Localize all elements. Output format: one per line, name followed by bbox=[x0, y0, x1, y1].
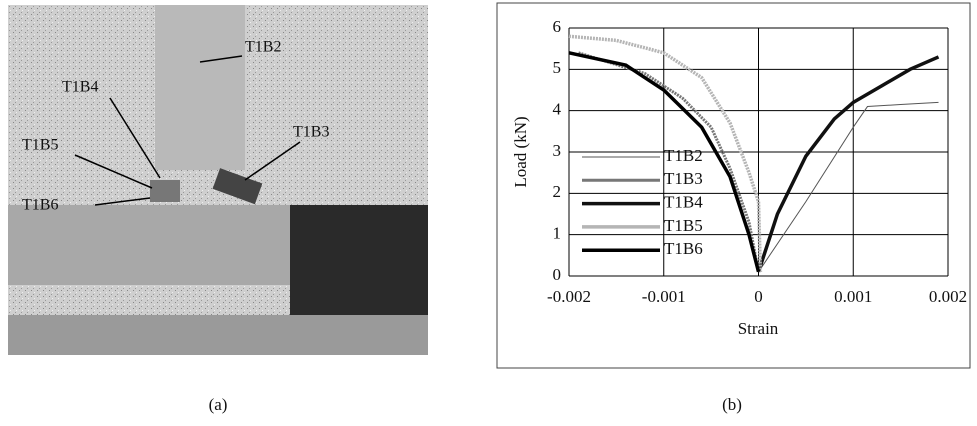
photo-label: T1B4 bbox=[62, 79, 98, 96]
y-tick-label: 3 bbox=[553, 141, 562, 160]
legend-label: T1B5 bbox=[664, 216, 703, 235]
photo-label: T1B6 bbox=[22, 197, 58, 214]
photo-label: T1B5 bbox=[22, 137, 58, 154]
leader-lines bbox=[74, 55, 301, 206]
gauge bbox=[150, 180, 180, 202]
series-line bbox=[568, 51, 761, 273]
x-tick-label: 0.002 bbox=[929, 287, 967, 306]
caption: (b) bbox=[722, 395, 742, 414]
caption: (a) bbox=[209, 395, 228, 414]
x-tick-label: -0.002 bbox=[547, 287, 591, 306]
photo bbox=[8, 5, 428, 355]
y-tick-label: 4 bbox=[553, 100, 562, 119]
legend-label: T1B3 bbox=[664, 169, 703, 188]
dark-block bbox=[290, 205, 428, 315]
legend-label: T1B4 bbox=[664, 193, 703, 212]
y-tick-label: 2 bbox=[553, 182, 562, 201]
x-axis-title: Strain bbox=[738, 319, 779, 338]
y-tick-label: 0 bbox=[553, 265, 562, 284]
chart-frame bbox=[496, 2, 971, 369]
legend-label: T1B2 bbox=[664, 146, 703, 165]
y-tick-label: 5 bbox=[553, 58, 562, 77]
gauge bbox=[212, 168, 263, 205]
series-line bbox=[756, 55, 940, 273]
y-tick-label: 6 bbox=[553, 17, 562, 36]
photo-label: T1B2 bbox=[245, 39, 281, 56]
y-axis-title: Load (kN) bbox=[511, 116, 530, 187]
series-line bbox=[568, 34, 763, 272]
legend-label: T1B6 bbox=[664, 239, 703, 258]
x-tick-label: 0 bbox=[754, 287, 763, 306]
column bbox=[155, 5, 245, 170]
series-line bbox=[578, 51, 760, 273]
x-tick-label: -0.001 bbox=[642, 287, 686, 306]
x-tick-label: 0.001 bbox=[834, 287, 872, 306]
y-tick-label: 1 bbox=[553, 224, 562, 243]
series-line bbox=[758, 101, 939, 273]
floor bbox=[8, 315, 428, 355]
photo-label: T1B3 bbox=[293, 124, 329, 141]
